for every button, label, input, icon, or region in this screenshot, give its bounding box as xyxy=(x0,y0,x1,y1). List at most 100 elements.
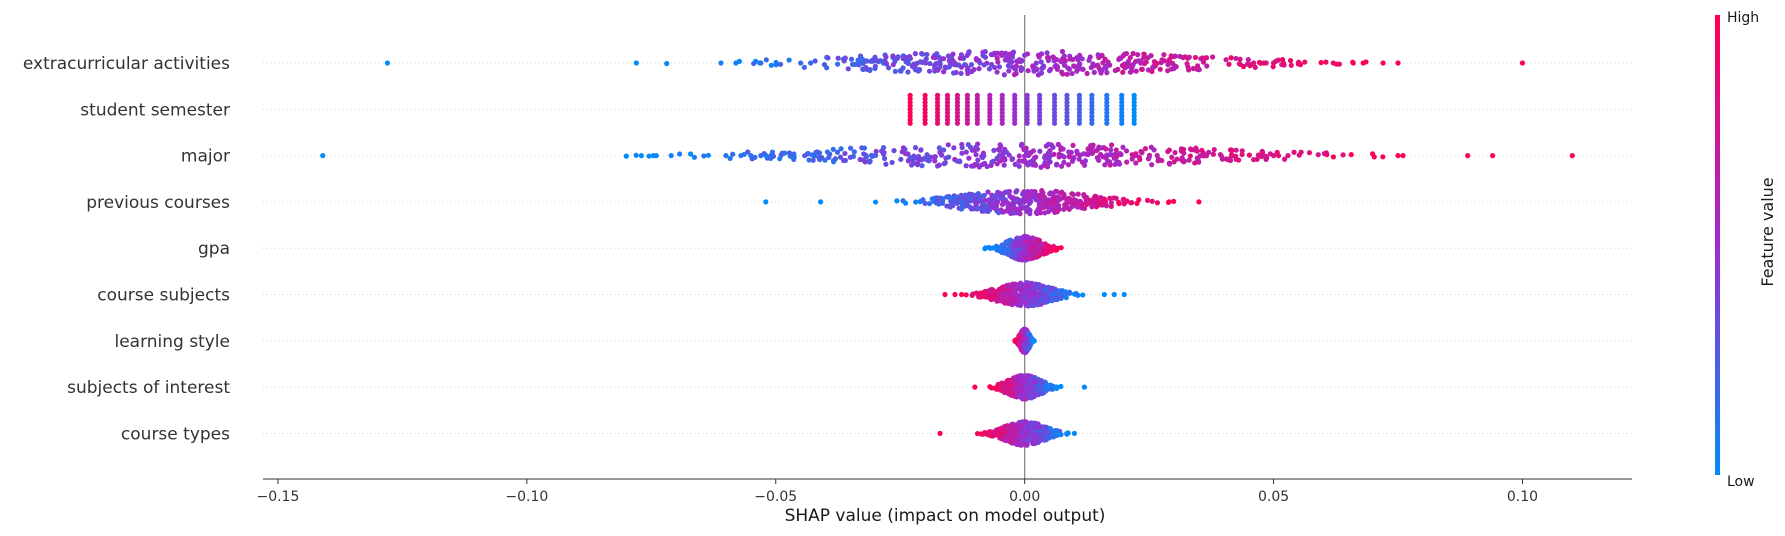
shap-dot xyxy=(1005,377,1011,384)
shap-dot xyxy=(968,62,975,68)
colorbar-high-label: High xyxy=(1727,10,1759,26)
shap-dot xyxy=(957,159,963,165)
shap-dot xyxy=(751,60,757,67)
shap-dot xyxy=(1168,66,1175,72)
shap-dot xyxy=(1260,149,1266,156)
shap-dot xyxy=(727,155,733,162)
shap-dot xyxy=(1227,147,1234,153)
colorbar-low-label: Low xyxy=(1727,474,1755,490)
shap-dot xyxy=(842,150,848,157)
shap-dot xyxy=(1045,54,1052,61)
shap-dot xyxy=(936,162,942,168)
shap-dot xyxy=(1166,161,1173,167)
shap-dot xyxy=(1113,195,1119,201)
shap-dot xyxy=(1004,246,1010,253)
shap-dot xyxy=(1135,52,1141,58)
shap-dot xyxy=(1039,65,1045,71)
shap-dot xyxy=(1196,159,1202,165)
shap-dot xyxy=(1291,149,1297,155)
shap-dot xyxy=(1245,57,1251,63)
shap-dot xyxy=(777,61,784,67)
shap-dot xyxy=(999,380,1005,386)
shap-dot xyxy=(1186,54,1192,60)
shap-dot xyxy=(1012,120,1018,126)
shap-dot xyxy=(1321,151,1327,157)
shap-dot xyxy=(1069,70,1075,77)
shap-dot xyxy=(911,160,917,166)
shap-dot xyxy=(320,153,326,159)
shap-dot xyxy=(1054,188,1060,195)
shap-dot xyxy=(956,62,962,68)
shap-dot xyxy=(926,68,933,74)
shap-dot xyxy=(1298,149,1304,155)
shap-dot xyxy=(1130,50,1136,57)
shap-dot xyxy=(705,152,711,158)
shap-dot xyxy=(895,54,901,60)
shap-dot xyxy=(1053,384,1059,390)
shap-dot xyxy=(1081,193,1087,199)
shap-dot xyxy=(835,61,841,67)
shap-dot xyxy=(1099,52,1105,58)
shap-dot xyxy=(1001,200,1007,206)
shap-dot xyxy=(1069,204,1075,210)
shap-dot xyxy=(872,199,879,205)
shap-dot xyxy=(1144,197,1151,203)
shap-dot xyxy=(1251,157,1257,163)
shap-dot xyxy=(1030,440,1036,446)
shap-dot xyxy=(824,149,831,155)
feature-label: course types xyxy=(121,424,230,444)
shap-dot xyxy=(1034,238,1040,244)
shap-dot xyxy=(1013,248,1019,254)
shap-dot xyxy=(1244,61,1251,67)
shap-dot xyxy=(1037,283,1043,289)
shap-dot xyxy=(777,156,783,162)
shap-dot xyxy=(809,152,815,158)
shap-dot xyxy=(1030,338,1036,344)
shap-dot xyxy=(1400,153,1406,159)
shap-dot xyxy=(1004,189,1010,195)
shap-dot xyxy=(1095,200,1101,207)
shap-dot xyxy=(1039,289,1045,295)
shap-dot xyxy=(1034,192,1040,198)
shap-dot xyxy=(1093,147,1099,154)
shap-dot xyxy=(1099,202,1106,208)
shap-dot xyxy=(1015,374,1022,380)
shap-dot xyxy=(842,55,848,61)
shap-dot xyxy=(1037,386,1043,392)
shap-dot xyxy=(993,245,1000,251)
shap-dot xyxy=(1065,196,1071,203)
shap-dot xyxy=(1217,151,1223,158)
shap-dot xyxy=(919,163,925,169)
shap-dot xyxy=(1008,430,1014,436)
shap-dot xyxy=(937,430,943,436)
shap-dot xyxy=(868,58,874,64)
shap-dot xyxy=(1043,297,1049,303)
shap-dot xyxy=(1070,142,1076,148)
shap-dot xyxy=(923,56,929,62)
shap-dot xyxy=(1048,190,1054,196)
shap-dot xyxy=(773,59,779,66)
shap-dot xyxy=(1045,141,1052,147)
shap-dot xyxy=(1014,433,1020,440)
colorbar-title: Feature value xyxy=(1758,177,1777,286)
shap-dot xyxy=(999,294,1005,300)
shap-dot xyxy=(981,62,987,68)
shap-dot xyxy=(1044,160,1050,166)
shap-dot xyxy=(838,146,844,152)
shap-dot xyxy=(1035,392,1042,398)
shap-dot xyxy=(957,55,963,61)
shap-dot xyxy=(943,155,949,161)
shap-dot xyxy=(691,154,698,160)
shap-dot xyxy=(1046,289,1052,295)
shap-dot xyxy=(1219,156,1226,162)
shap-dot xyxy=(786,150,793,156)
shap-dot xyxy=(1008,439,1014,445)
shap-dot xyxy=(963,292,969,298)
shap-dot xyxy=(1054,66,1060,72)
shap-dot xyxy=(805,150,811,157)
shap-dot xyxy=(1211,146,1217,153)
shap-dot xyxy=(991,205,998,211)
shap-dot xyxy=(1295,60,1302,66)
shap-dot xyxy=(676,151,683,157)
shap-dot xyxy=(1019,141,1025,147)
